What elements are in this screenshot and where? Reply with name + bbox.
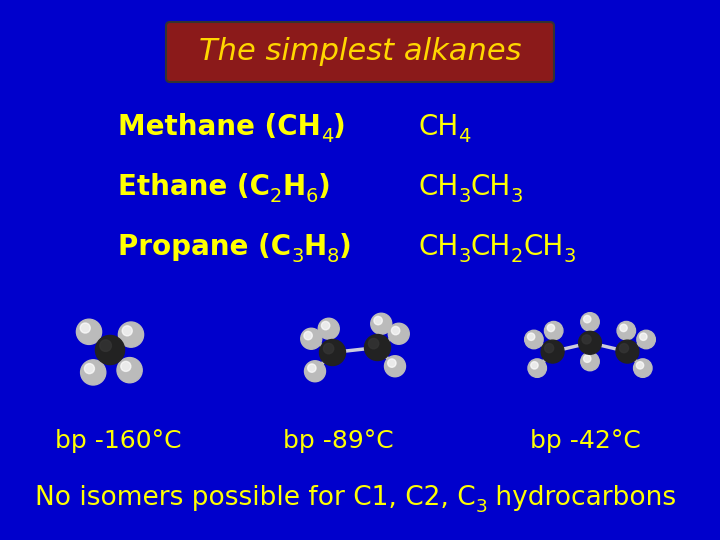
Text: 3: 3 xyxy=(291,247,304,266)
Circle shape xyxy=(369,339,379,349)
Text: ): ) xyxy=(333,113,346,141)
Circle shape xyxy=(122,326,132,336)
Text: hydrocarbons: hydrocarbons xyxy=(487,485,677,511)
Text: H: H xyxy=(304,233,327,261)
Circle shape xyxy=(371,313,392,334)
Text: Ethane (C: Ethane (C xyxy=(118,173,270,201)
Circle shape xyxy=(620,324,627,332)
Circle shape xyxy=(84,363,94,374)
Circle shape xyxy=(81,360,106,385)
Circle shape xyxy=(100,340,112,352)
Text: 3: 3 xyxy=(564,247,576,266)
Text: No isomers possible for C1, C2, C: No isomers possible for C1, C2, C xyxy=(35,485,476,511)
Text: 3: 3 xyxy=(476,498,487,516)
Text: CH: CH xyxy=(418,113,458,141)
Circle shape xyxy=(634,359,652,377)
Circle shape xyxy=(121,361,131,372)
Circle shape xyxy=(364,334,390,361)
Circle shape xyxy=(96,335,125,364)
Circle shape xyxy=(544,321,563,340)
Circle shape xyxy=(384,356,405,377)
Circle shape xyxy=(301,328,322,349)
Circle shape xyxy=(582,335,591,344)
Text: Propane (C: Propane (C xyxy=(118,233,291,261)
Circle shape xyxy=(541,340,564,363)
Circle shape xyxy=(76,319,102,345)
Circle shape xyxy=(619,343,629,353)
Circle shape xyxy=(387,359,396,367)
Circle shape xyxy=(637,330,655,349)
Circle shape xyxy=(639,333,647,340)
Circle shape xyxy=(318,318,339,339)
Text: CH: CH xyxy=(523,233,564,261)
Text: bp -160°C: bp -160°C xyxy=(55,429,181,453)
Circle shape xyxy=(617,321,636,340)
Circle shape xyxy=(544,343,554,353)
Circle shape xyxy=(528,333,535,340)
Text: ): ) xyxy=(318,173,330,201)
Text: 2: 2 xyxy=(511,247,523,266)
Circle shape xyxy=(304,332,312,340)
Text: 6: 6 xyxy=(305,187,318,206)
Text: ): ) xyxy=(339,233,352,261)
Circle shape xyxy=(525,330,543,349)
Text: 3: 3 xyxy=(458,187,471,206)
Text: 4: 4 xyxy=(320,127,333,146)
Text: Methane (CH: Methane (CH xyxy=(118,113,320,141)
Text: 2: 2 xyxy=(270,187,282,206)
Text: H: H xyxy=(282,173,305,201)
FancyBboxPatch shape xyxy=(166,22,554,82)
Circle shape xyxy=(80,323,90,333)
Circle shape xyxy=(583,315,591,323)
Circle shape xyxy=(392,326,400,335)
Circle shape xyxy=(388,323,409,345)
Circle shape xyxy=(547,324,554,332)
Circle shape xyxy=(323,343,334,354)
Text: bp -42°C: bp -42°C xyxy=(530,429,641,453)
Text: CH: CH xyxy=(471,233,511,261)
Text: 4: 4 xyxy=(458,127,471,146)
Circle shape xyxy=(528,359,546,377)
Circle shape xyxy=(320,340,346,366)
Text: The simplest alkanes: The simplest alkanes xyxy=(199,37,521,66)
Text: 8: 8 xyxy=(327,247,339,266)
Text: 3: 3 xyxy=(511,187,523,206)
Text: CH: CH xyxy=(418,173,458,201)
Circle shape xyxy=(118,322,143,347)
Text: CH: CH xyxy=(418,233,458,261)
Circle shape xyxy=(581,352,599,371)
Circle shape xyxy=(616,340,639,363)
Circle shape xyxy=(307,364,316,372)
Text: CH: CH xyxy=(471,173,511,201)
Circle shape xyxy=(581,313,599,331)
Text: 3: 3 xyxy=(458,247,471,266)
Circle shape xyxy=(636,362,644,369)
Circle shape xyxy=(117,357,142,383)
Circle shape xyxy=(579,332,601,354)
Circle shape xyxy=(321,321,330,330)
Circle shape xyxy=(305,361,325,382)
Circle shape xyxy=(374,316,382,325)
Text: bp -89°C: bp -89°C xyxy=(283,429,394,453)
Circle shape xyxy=(583,355,591,362)
Circle shape xyxy=(531,362,538,369)
